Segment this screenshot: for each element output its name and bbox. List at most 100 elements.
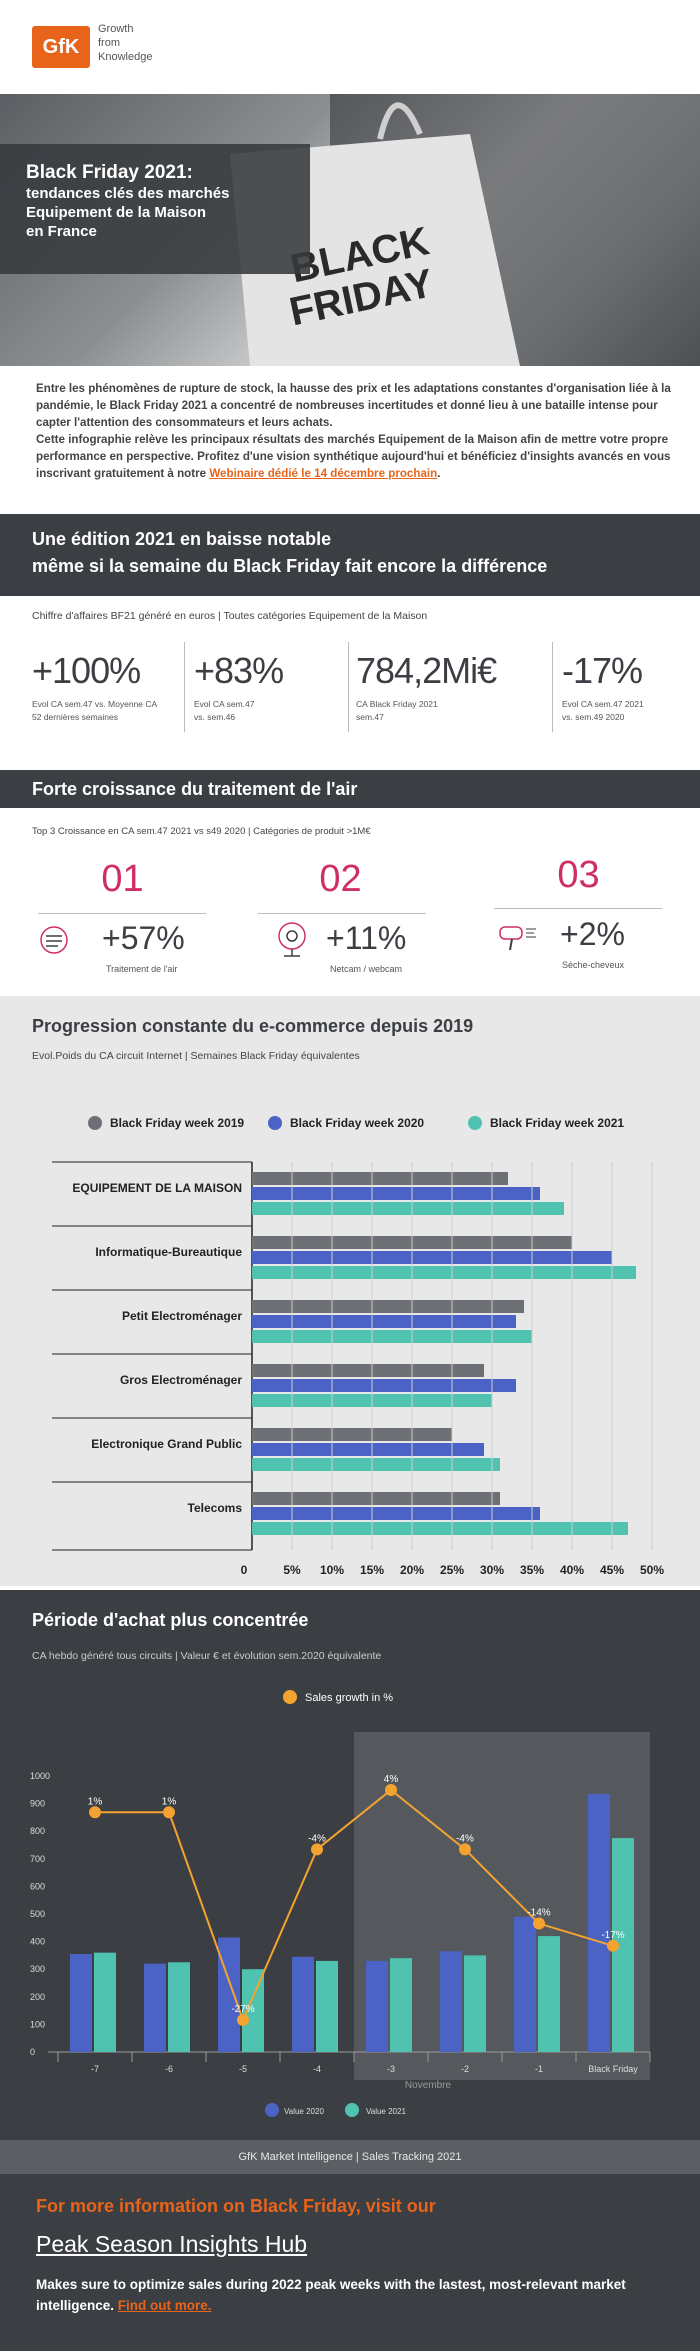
rank-divider — [494, 908, 662, 909]
category-label: Petit Electroménager — [122, 1309, 242, 1323]
section-1-header: Une édition 2021 en baisse notable même … — [0, 514, 700, 596]
bar — [440, 1951, 462, 2052]
rank-divider — [258, 913, 426, 914]
kpi-label: Evol CA sem.47 — [194, 699, 255, 709]
find-out-more-link[interactable]: Find out more. — [117, 2298, 212, 2313]
legend-label: Black Friday week 2019 — [110, 1116, 244, 1130]
hero-image: BLACK FRIDAY — [230, 94, 700, 366]
bar — [252, 1172, 508, 1185]
line-data-label: -4% — [308, 1833, 326, 1844]
x-tick-label: -4 — [313, 2064, 321, 2074]
growth-value: +11% — [326, 920, 407, 956]
hero-title-box: Black Friday 2021: tendances clés des ma… — [0, 144, 310, 274]
hair-dryer-icon — [499, 926, 536, 951]
kpi-card: +83% Evol CA sem.47 vs. sem.46 — [194, 650, 364, 724]
highlight-label: Novembre — [405, 2080, 452, 2091]
hero-subtitle-line: tendances clés des marchés — [26, 185, 230, 202]
insights-hub-link[interactable]: Peak Season Insights Hub — [36, 2231, 308, 2257]
logo-tagline: Growth from Knowledge — [98, 22, 152, 64]
x-tick-label: -1 — [535, 2064, 543, 2074]
bar — [612, 1838, 634, 2052]
section-2-caption: Top 3 Croissance en CA sem.47 2021 vs s4… — [32, 826, 371, 837]
webinar-link[interactable]: Webinaire dédié — [209, 467, 299, 480]
gfk-logo[interactable]: GfK — [32, 26, 90, 68]
bar — [70, 1954, 92, 2052]
bar — [252, 1522, 628, 1535]
bar — [252, 1458, 500, 1471]
legend-marker — [283, 1690, 297, 1704]
webinar-date-link[interactable]: le 14 décembre prochain — [298, 467, 438, 480]
y-tick-label: 200 — [30, 1992, 45, 2002]
weekly-sales-chart: Novembre 0 100 200 300 400 500 600 700 800 900 1000… — [30, 1690, 651, 2117]
bar — [514, 1916, 536, 2052]
category-label: Gros Electroménager — [120, 1373, 242, 1387]
hero-banner: BLACK FRIDAY Black Friday 2021: tendance… — [0, 94, 700, 366]
line-point — [607, 1939, 619, 1952]
bar — [168, 1962, 190, 2052]
y-tick-label: 100 — [30, 2019, 45, 2029]
category-label: Electronique Grand Public — [91, 1437, 242, 1451]
y-tick-label: 900 — [30, 1799, 45, 1809]
rank-number: 01 — [101, 858, 144, 900]
line-point — [89, 1806, 101, 1819]
kpi-divider — [552, 642, 553, 732]
growth-value: +2% — [560, 916, 625, 952]
bar — [252, 1266, 636, 1279]
section-1-title-line: Une édition 2021 en baisse notable — [32, 529, 332, 549]
kpi-divider — [184, 642, 185, 732]
kpi-card: 784,2Mi€ CA Black Friday 2021 sem.47 — [356, 650, 526, 724]
intro-end: . — [437, 467, 441, 480]
x-tick-label: -5 — [239, 2064, 247, 2074]
kpi-value: +100% — [32, 650, 141, 691]
kpi-label: sem.47 — [356, 712, 384, 722]
bar — [218, 1937, 240, 2052]
line-point — [385, 1784, 397, 1796]
period-section: Période d'achat plus concentrée CA hebdo… — [0, 1590, 700, 2140]
bar — [252, 1187, 540, 1200]
tagline-line: Knowledge — [98, 51, 153, 63]
x-tick-label: 25% — [440, 1563, 464, 1577]
bar — [252, 1492, 500, 1505]
bar — [242, 1969, 264, 2052]
line-point — [533, 1917, 545, 1930]
kpi-label: CA Black Friday 2021 — [356, 699, 438, 709]
section-1-caption: Chiffre d'affaires BF21 généré en euros … — [32, 610, 428, 622]
section-2-title: Forte croissance du traitement de l'air — [32, 779, 358, 799]
y-tick-label: 700 — [30, 1854, 45, 1864]
x-tick-label: 15% — [360, 1563, 384, 1577]
x-tick-label: 5% — [283, 1563, 301, 1577]
y-tick-label: 400 — [30, 1937, 45, 1947]
section-3-title: Progression constante du e-commerce depu… — [32, 1016, 474, 1036]
air-purifier-icon — [40, 926, 68, 954]
category-label: EQUIPEMENT DE LA MAISON — [72, 1181, 242, 1195]
bar — [252, 1315, 516, 1328]
line-data-label: -17% — [601, 1930, 624, 1941]
line-point — [459, 1843, 471, 1856]
x-tick-label: 50% — [640, 1563, 664, 1577]
cta-section: For more information on Black Friday, vi… — [0, 2174, 700, 2351]
line-point — [311, 1843, 323, 1856]
bar — [252, 1202, 564, 1215]
line-data-label: -14% — [527, 1908, 550, 1919]
legend-label: Value 2021 — [366, 2107, 406, 2116]
line-data-label: 1% — [88, 1796, 103, 1807]
kpi-value: +83% — [194, 650, 284, 691]
cta-body: Makes sure to optimize sales during 2022… — [36, 2274, 664, 2316]
bar — [252, 1507, 540, 1520]
rank-number: 02 — [319, 858, 362, 900]
bar — [538, 1936, 560, 2052]
kpi-value: -17% — [562, 650, 643, 691]
cta-text: Makes sure to optimize sales during 2022… — [36, 2277, 626, 2313]
tagline-line: from — [98, 37, 120, 49]
sales-growth-line — [95, 1788, 614, 2023]
y-tick-label: 1000 — [30, 1771, 50, 1781]
kpi-label: Evol CA sem.47 vs. Moyenne CA — [32, 699, 158, 709]
section-3-caption: Evol.Poids du CA circuit Internet | Sema… — [32, 1050, 360, 1062]
rank-number: 03 — [557, 854, 600, 896]
section-4-caption: CA hebdo généré tous circuits | Valeur €… — [32, 1650, 382, 1662]
kpi-card: +100% Evol CA sem.47 vs. Moyenne CA 52 de… — [32, 650, 202, 724]
bar — [252, 1428, 452, 1441]
bar — [94, 1952, 116, 2052]
line-data-label: -4% — [456, 1833, 474, 1844]
y-tick-label: 800 — [30, 1826, 45, 1836]
